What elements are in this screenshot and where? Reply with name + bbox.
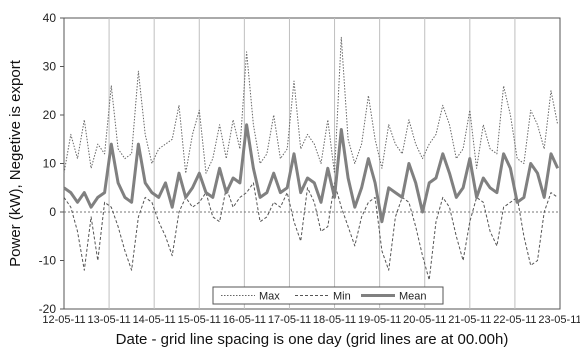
plot-background	[63, 17, 561, 310]
series-max	[63, 36, 559, 174]
plot-area	[63, 17, 561, 310]
legend-label-mean: Mean	[399, 291, 427, 303]
y-tick-label: -10	[39, 254, 57, 268]
x-axis-ticks: 12-05-11 13-05-11 14-05-11 15-05-11 16-05-11…	[42, 314, 580, 326]
legend: Max Min Mean	[212, 286, 444, 305]
y-tick-label: 40	[43, 11, 57, 25]
x-axis-title: Date - grid line spacing is one day (gri…	[116, 331, 509, 348]
x-tick-label: 22-05-11	[493, 314, 536, 326]
legend-label-max: Max	[259, 291, 280, 303]
y-tick-label: 10	[43, 157, 57, 171]
series-mean	[63, 123, 560, 224]
y-axis-title: Power (kW), Negetive is export	[7, 59, 24, 267]
x-tick-label: 17-05-11	[268, 314, 311, 326]
x-tick-label: 14-05-11	[133, 314, 176, 326]
x-tick-label: 18-05-11	[313, 314, 356, 326]
x-tick-label: 20-05-11	[403, 314, 446, 326]
y-tick-label: 30	[43, 60, 57, 74]
legend-label-min: Min	[333, 291, 351, 303]
x-tick-label: 21-05-11	[448, 314, 491, 326]
x-tick-label: 13-05-11	[87, 314, 130, 326]
y-tick-label: 0	[49, 205, 56, 219]
x-tick-label: 16-05-11	[223, 314, 266, 326]
x-tick-label: 19-05-11	[358, 314, 401, 326]
series-min	[63, 182, 558, 281]
x-tick-label: 12-05-11	[42, 314, 85, 326]
y-axis-ticks: -20 -10 0 10 20 30 40	[39, 11, 64, 316]
x-tick-label: 15-05-11	[178, 314, 221, 326]
y-tick-label: 20	[43, 108, 57, 122]
y-tick-label: -20	[39, 302, 57, 316]
x-tick-label: 23-05-11	[538, 314, 580, 326]
series-group	[63, 36, 560, 281]
